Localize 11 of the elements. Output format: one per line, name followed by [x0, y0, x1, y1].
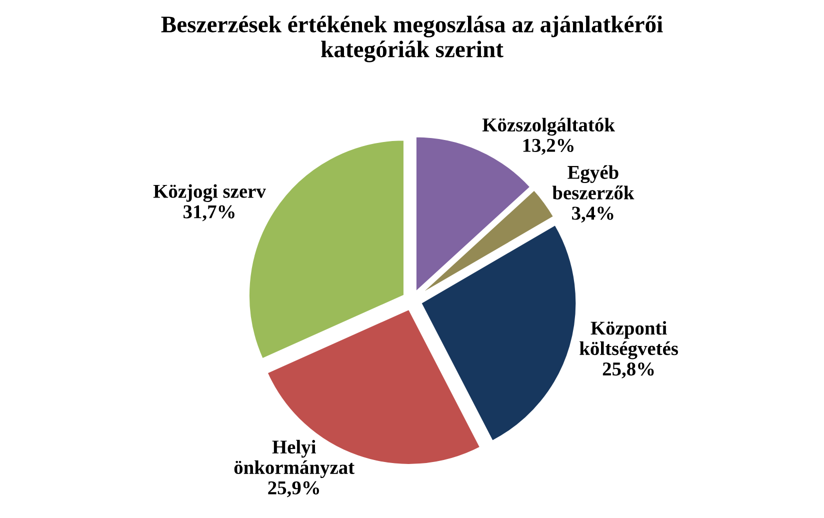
data-label: 25,8%: [602, 362, 654, 378]
slice-label: Közjogi szerv: [153, 184, 266, 202]
slice-label: Központi költségvetés: [580, 321, 678, 360]
data-label: 25,9%: [268, 481, 320, 498]
chart-title: Beszerzések értékének megoszlása az ajánlatkérői kategóriák szerint: [161, 16, 663, 62]
slice-label: Közszolgáltatók: [482, 118, 615, 136]
slice-label: Helyi önkormányzat: [234, 440, 355, 478]
data-label: 3,4%: [572, 206, 614, 223]
data-label: 31,7%: [184, 205, 234, 222]
slice-label: Egyéb beszerzők: [552, 165, 634, 200]
data-label: 13,2%: [523, 138, 574, 155]
